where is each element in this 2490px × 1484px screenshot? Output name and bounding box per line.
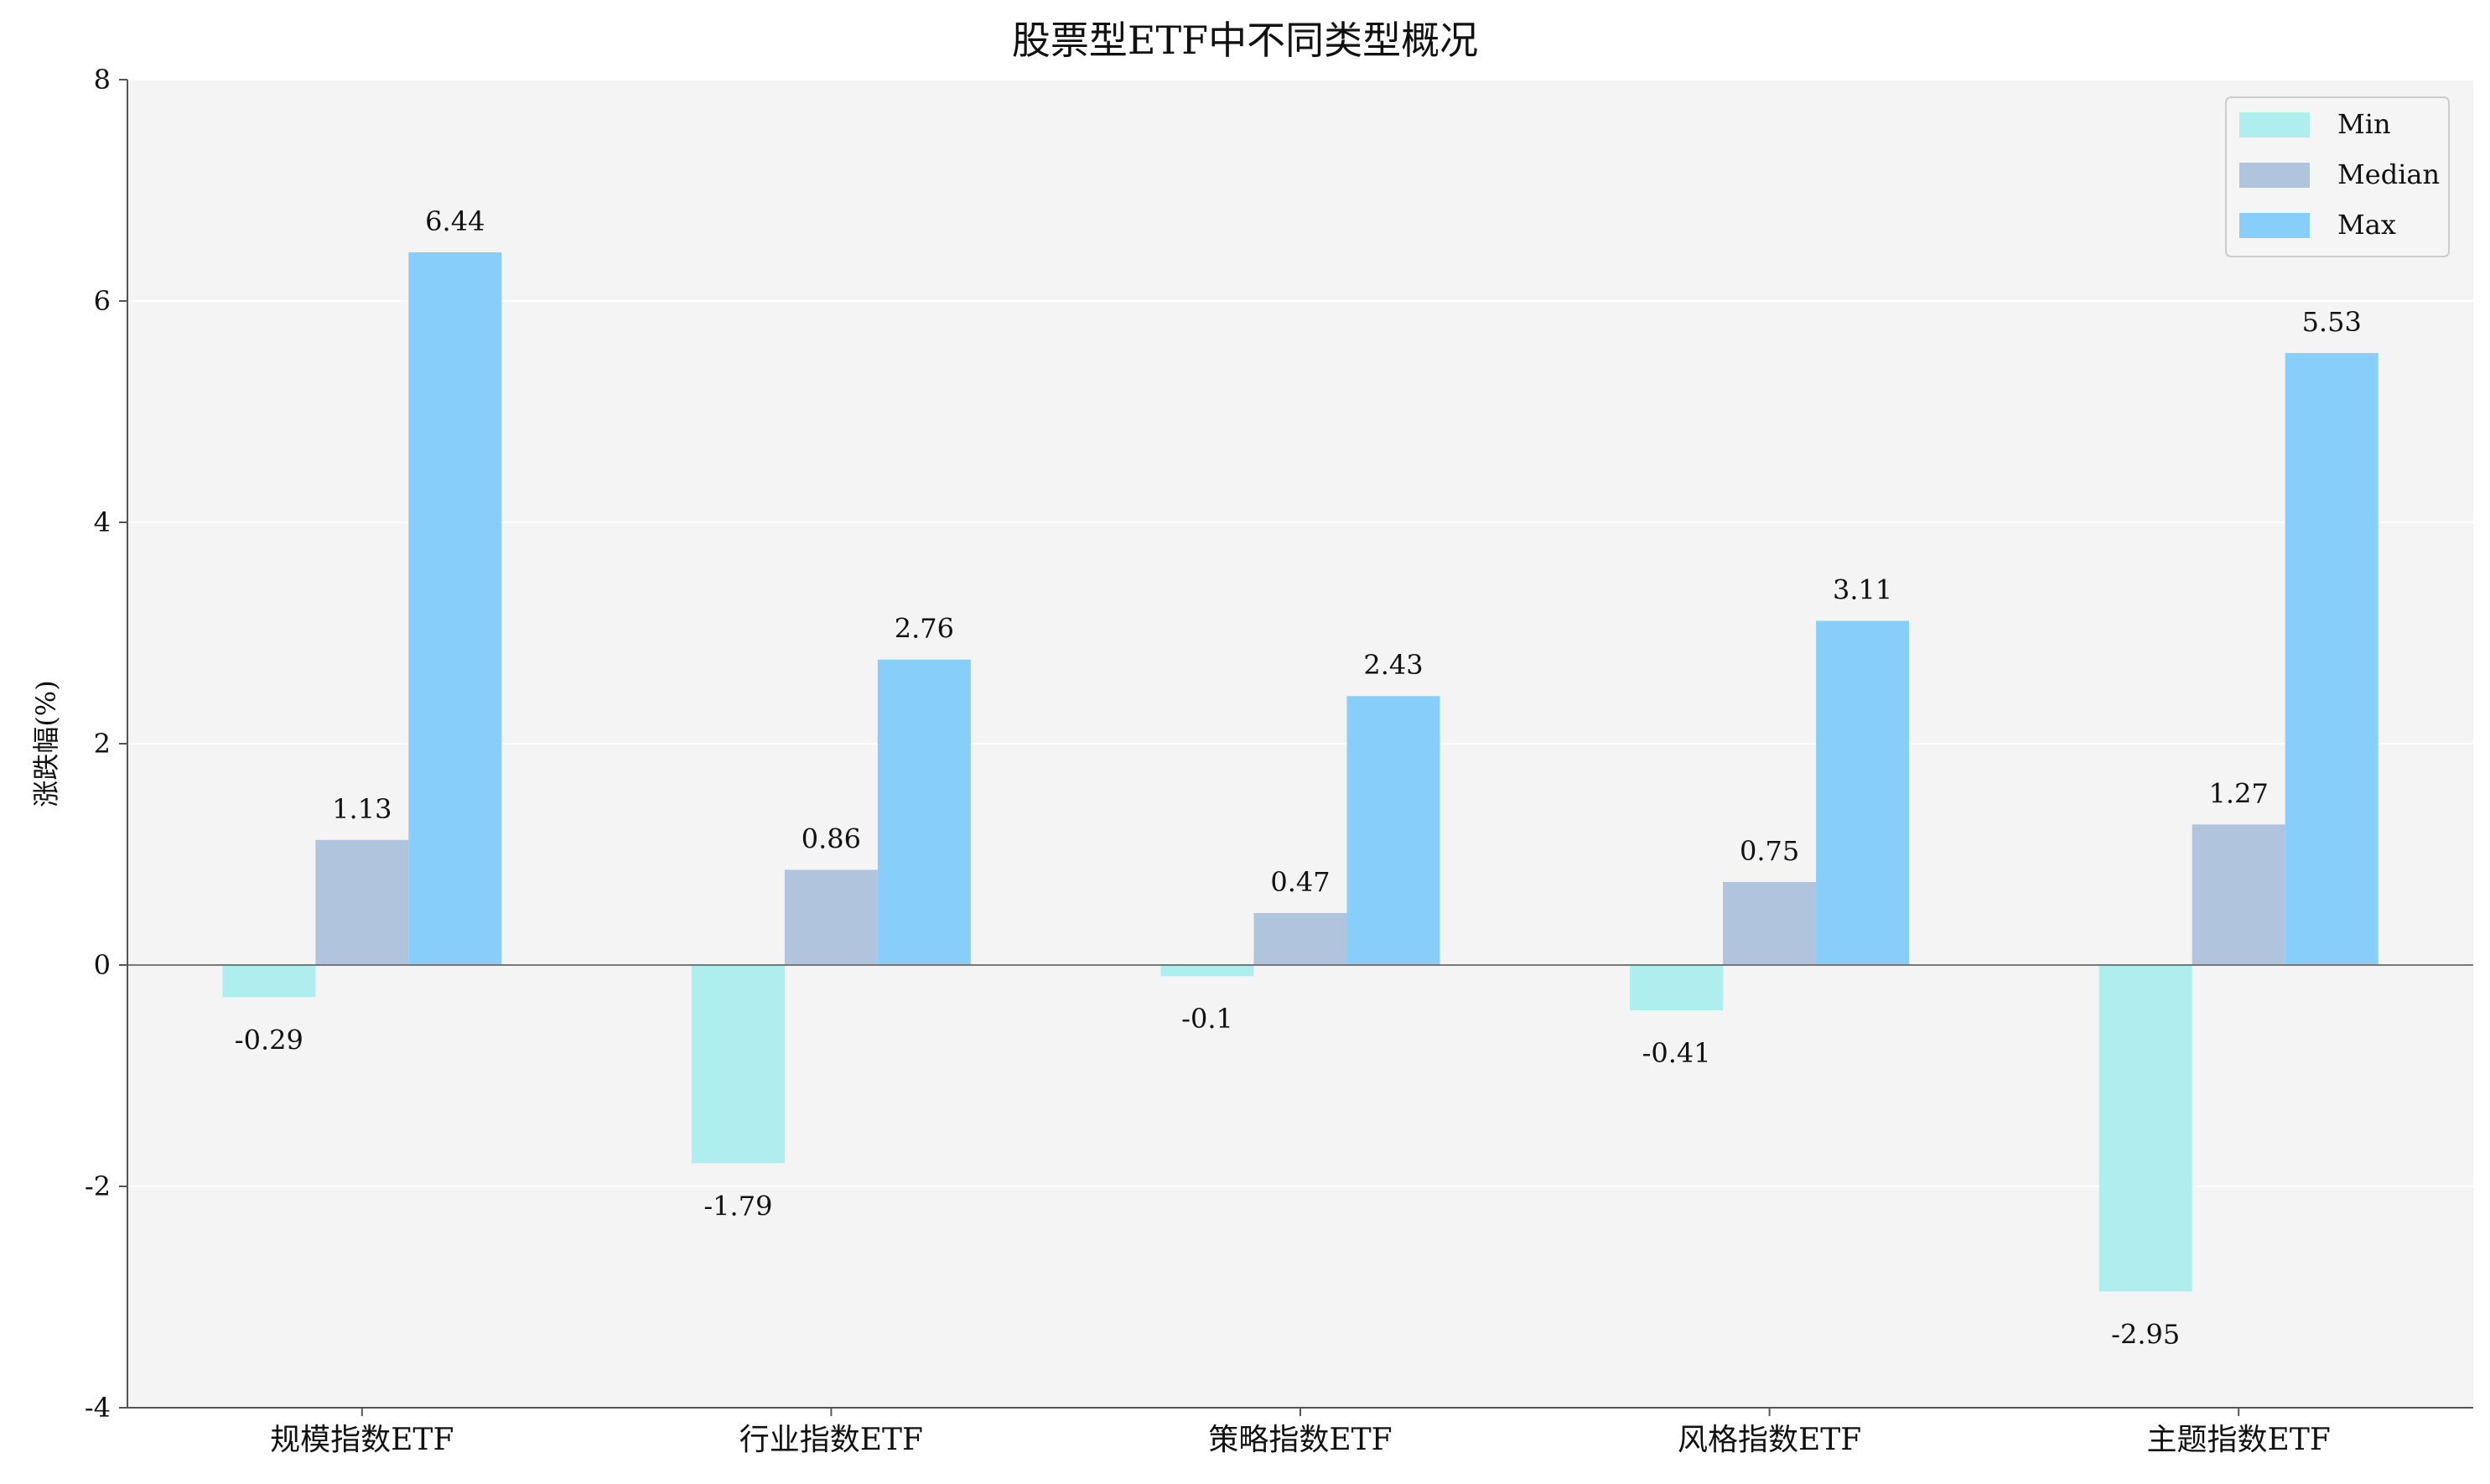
bar-max — [1346, 696, 1440, 965]
y-tick-label: 8 — [94, 64, 111, 96]
data-label: -0.41 — [1642, 1037, 1711, 1069]
x-tick-label: 风格指数ETF — [1678, 1423, 1861, 1457]
x-tick-label: 规模指数ETF — [270, 1423, 454, 1457]
y-tick-label: -2 — [85, 1170, 111, 1202]
y-axis-label: 涨跌幅(%) — [30, 680, 62, 807]
x-tick-label: 行业指数ETF — [739, 1423, 923, 1457]
y-tick-label: 0 — [94, 949, 111, 981]
bar-min — [1630, 965, 1724, 1011]
data-label: -0.29 — [235, 1024, 303, 1056]
data-label: 1.13 — [332, 793, 392, 825]
bar-min — [2098, 965, 2192, 1292]
legend-label: Max — [2337, 209, 2396, 241]
data-label: -2.95 — [2111, 1318, 2180, 1350]
bar-median — [784, 869, 878, 965]
x-tick-label: 主题指数ETF — [2147, 1423, 2331, 1457]
legend-items: Min Median Max — [2239, 108, 2440, 241]
data-label: 2.76 — [895, 613, 954, 645]
legend-swatch-min — [2239, 112, 2310, 138]
bar-median — [315, 839, 409, 965]
data-label: 0.86 — [801, 822, 861, 854]
bar-median — [2192, 824, 2285, 965]
data-label: -0.1 — [1181, 1003, 1233, 1035]
data-label: 1.27 — [2209, 777, 2269, 809]
legend-label: Min — [2337, 108, 2391, 140]
data-label: 2.43 — [1363, 649, 1423, 681]
bar-max — [877, 659, 971, 965]
legend-label: Median — [2337, 158, 2440, 190]
bar-median — [1723, 882, 1817, 965]
legend: Min Median Max — [2225, 96, 2450, 257]
bar-min — [691, 965, 785, 1164]
bars — [222, 252, 2378, 1292]
bar-max — [1816, 620, 1910, 965]
bar-min — [1160, 965, 1254, 977]
x-axis-ticks: 规模指数ETF 行业指数ETF 策略指数ETF 风格指数ETF 主题指数ETF — [270, 1408, 2331, 1457]
data-label: -1.79 — [703, 1190, 772, 1222]
bar-max — [408, 252, 502, 965]
x-tick-label: 策略指数ETF — [1208, 1423, 1392, 1457]
y-axis-ticks: -4 -2 0 2 4 6 8 — [85, 64, 127, 1424]
y-tick-label: -4 — [85, 1392, 111, 1424]
grid-lines — [127, 79, 2473, 1187]
chart-title: 股票型ETF中不同类型概况 — [1012, 18, 1478, 63]
data-label: 6.44 — [425, 205, 485, 237]
data-label: 5.53 — [2302, 306, 2362, 338]
data-label: 3.11 — [1833, 573, 1892, 605]
legend-swatch-max — [2239, 213, 2310, 238]
y-tick-label: 6 — [94, 285, 111, 317]
legend-swatch-median — [2239, 163, 2310, 188]
data-label: 0.47 — [1270, 866, 1330, 898]
bar-min — [222, 965, 316, 998]
data-label: 0.75 — [1740, 835, 1799, 867]
y-tick-label: 2 — [94, 728, 111, 760]
data-labels: -0.29 1.13 6.44 -1.79 0.86 2.76 -0.1 0.47 2.43 -0… — [235, 205, 2362, 1350]
bar-median — [1253, 912, 1347, 965]
bar-max — [2285, 353, 2378, 965]
y-tick-label: 4 — [94, 506, 111, 538]
